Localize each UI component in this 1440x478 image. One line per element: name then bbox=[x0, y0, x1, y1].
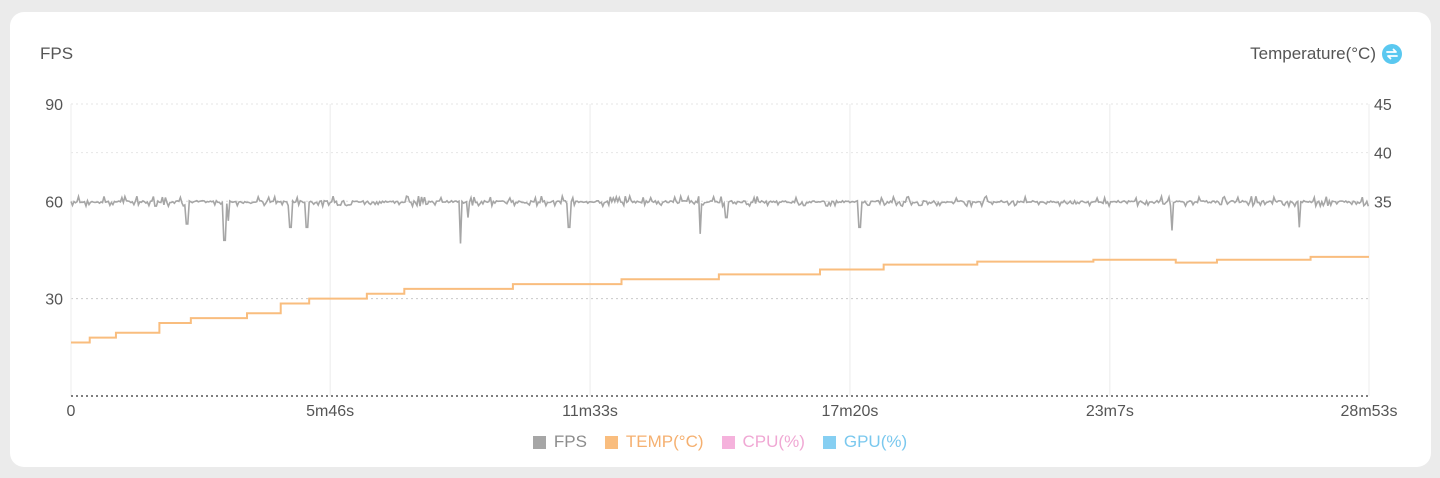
x-tick-label: 17m20s bbox=[821, 403, 878, 420]
legend-swatch bbox=[721, 435, 735, 449]
y-right-tick-label: 40 bbox=[1374, 146, 1392, 163]
x-tick-label: 11m33s bbox=[562, 403, 618, 420]
legend-swatch bbox=[604, 435, 618, 449]
swap-icon[interactable] bbox=[1382, 44, 1402, 64]
legend-label: TEMP(°C) bbox=[625, 432, 704, 451]
y-right-tick-label: 45 bbox=[1374, 97, 1392, 114]
chart-card bbox=[10, 12, 1431, 467]
y-right-tick-label: 35 bbox=[1374, 194, 1392, 211]
fps-series-line bbox=[70, 193, 1370, 244]
x-tick-label: 5m46s bbox=[306, 403, 354, 420]
y-left-tick-label: 60 bbox=[45, 194, 63, 211]
legend-label: CPU(%) bbox=[742, 432, 805, 451]
chart-legend: FPS TEMP(°C) CPU(%) GPU(%) bbox=[0, 432, 1440, 452]
legend-item[interactable]: TEMP(°C) bbox=[604, 432, 704, 452]
legend-label: FPS bbox=[553, 432, 587, 451]
right-axis-title: Temperature(°C) bbox=[1250, 44, 1376, 63]
right-axis-title-group: Temperature(°C) bbox=[1250, 44, 1402, 64]
legend-swatch bbox=[532, 435, 546, 449]
y-left-tick-label: 30 bbox=[45, 292, 63, 309]
temp-series-line bbox=[71, 255, 1369, 344]
y-left-tick-label: 90 bbox=[45, 97, 63, 114]
legend-label: GPU(%) bbox=[843, 432, 908, 451]
x-tick-label: 28m53s bbox=[1341, 403, 1398, 420]
x-tick-label: 0 bbox=[67, 403, 76, 420]
legend-swatch bbox=[822, 435, 836, 449]
fps-temperature-chart: 90 60 30 45 40 35 0 5m46s 11m33s 17m20s 23m7s 28m53… bbox=[45, 97, 1398, 420]
legend-item[interactable]: CPU(%) bbox=[721, 432, 805, 452]
x-tick-label: 23m7s bbox=[1086, 403, 1134, 420]
legend-item[interactable]: FPS bbox=[532, 432, 587, 452]
left-axis-title: FPS bbox=[40, 44, 74, 63]
legend-item[interactable]: GPU(%) bbox=[822, 432, 908, 452]
